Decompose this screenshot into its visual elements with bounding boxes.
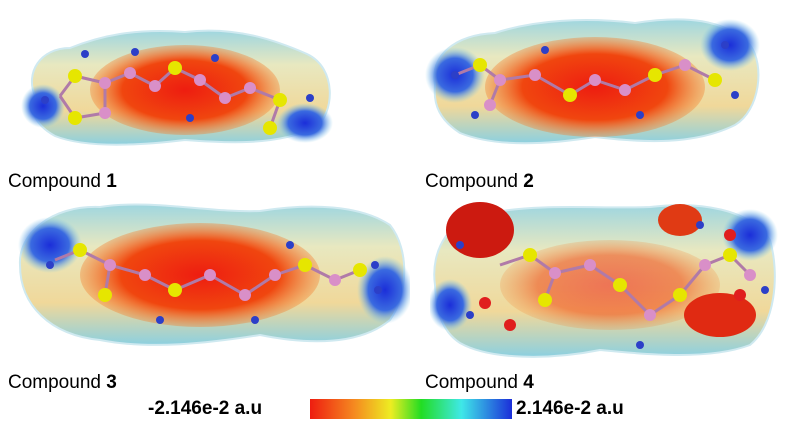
compound-number: 4: [523, 372, 534, 393]
compound-number: 3: [106, 372, 117, 393]
molecule-surface-1: [21, 29, 333, 146]
caption-prefix: Compound: [425, 171, 524, 192]
caption-prefix: Compound: [8, 171, 107, 192]
molecule-surface-4: [430, 202, 778, 358]
molecule-surface-3: [18, 203, 410, 346]
caption-prefix: Compound: [8, 372, 107, 393]
esp-map-compound-2: [425, 5, 765, 165]
atoms-4: [456, 221, 769, 349]
molecule-surface-2: [425, 18, 760, 145]
caption-prefix: Compound: [425, 372, 524, 393]
atoms-3: [46, 241, 382, 324]
caption-compound-3: Compound 3: [8, 372, 117, 394]
color-scale-bar: [310, 399, 512, 419]
esp-map-compound-4: [430, 195, 780, 365]
atoms-1: [41, 48, 314, 135]
scale-min-label: -2.146e-2 a.u: [148, 398, 263, 419]
compound-number: 2: [523, 171, 534, 192]
compound-number: 1: [106, 171, 117, 192]
atoms-2: [451, 41, 739, 119]
caption-compound-1: Compound 1: [8, 171, 117, 193]
esp-map-compound-3: [10, 195, 410, 360]
esp-map-compound-1: [15, 18, 345, 153]
caption-compound-4: Compound 4: [425, 372, 534, 394]
scale-max-label: 2.146e-2 a.u: [516, 398, 624, 419]
caption-compound-2: Compound 2: [425, 171, 534, 193]
